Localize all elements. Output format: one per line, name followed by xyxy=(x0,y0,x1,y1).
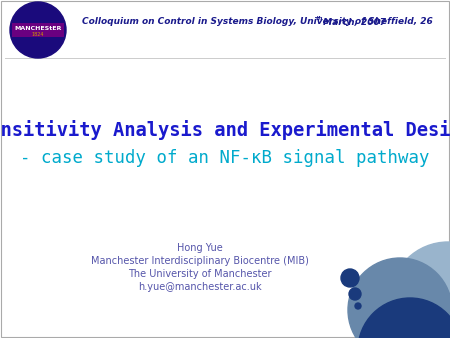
Circle shape xyxy=(348,258,450,338)
Text: 1824: 1824 xyxy=(32,32,44,38)
Circle shape xyxy=(10,2,66,58)
Text: The University of Manchester: The University of Manchester xyxy=(128,269,272,279)
Circle shape xyxy=(390,242,450,338)
Circle shape xyxy=(349,288,361,300)
Circle shape xyxy=(341,269,359,287)
Text: Hong Yue: Hong Yue xyxy=(177,243,223,253)
Text: Manchester Interdisciplinary Biocentre (MIB): Manchester Interdisciplinary Biocentre (… xyxy=(91,256,309,266)
Text: Sensitivity Analysis and Experimental Design: Sensitivity Analysis and Experimental De… xyxy=(0,120,450,140)
Text: March, 2007: March, 2007 xyxy=(320,18,386,26)
Bar xyxy=(12,23,64,37)
Text: Colloquium on Control in Systems Biology, University of Sheffield, 26: Colloquium on Control in Systems Biology… xyxy=(82,18,433,26)
Text: MANCHEStER: MANCHEStER xyxy=(14,26,62,31)
Circle shape xyxy=(355,303,361,309)
Text: - case study of an NF-κB signal pathway: - case study of an NF-κB signal pathway xyxy=(20,149,430,167)
Circle shape xyxy=(358,298,450,338)
Text: h.yue@manchester.ac.uk: h.yue@manchester.ac.uk xyxy=(138,282,262,292)
Text: th: th xyxy=(316,17,324,22)
